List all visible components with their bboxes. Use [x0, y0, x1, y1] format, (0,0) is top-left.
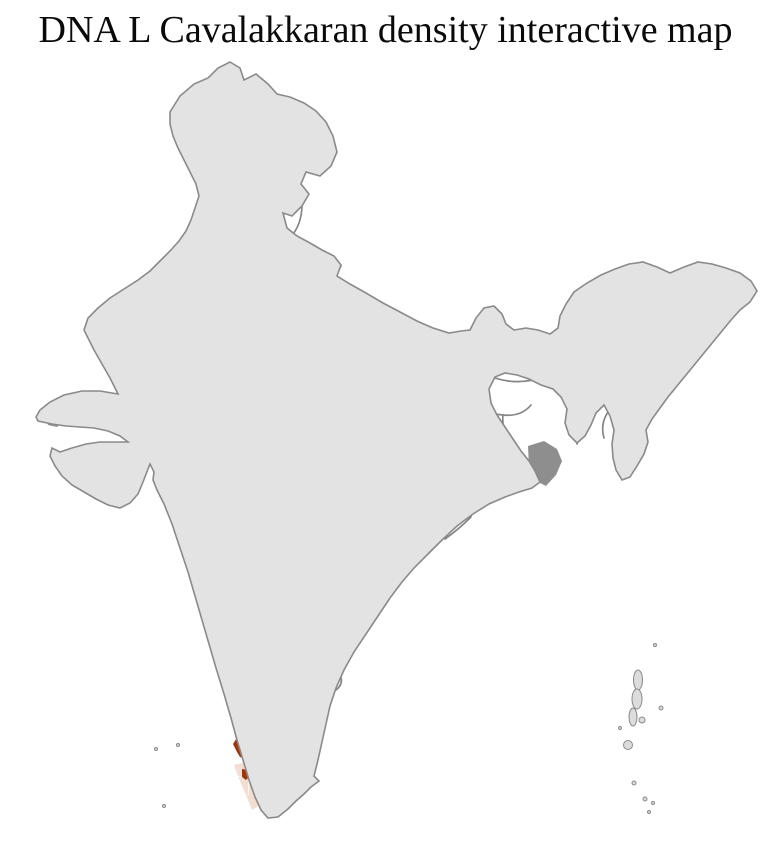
island-dot [647, 810, 651, 814]
island-dot [631, 780, 637, 786]
island-dot [154, 747, 158, 751]
island [623, 740, 633, 750]
island [638, 716, 646, 724]
island-dot [176, 743, 180, 747]
island-dot [162, 804, 166, 808]
island-dot [642, 796, 648, 802]
island [628, 707, 638, 727]
island-dot [651, 801, 655, 805]
page-title: DNA L Cavalakkaran density interactive m… [38, 9, 733, 51]
island-dot [618, 726, 622, 730]
island [631, 688, 643, 710]
island-dot [658, 705, 664, 711]
andaman-nicobar-islands[interactable] [618, 643, 664, 814]
island-dot [653, 643, 657, 647]
island [633, 669, 643, 691]
country-outline [35, 61, 758, 819]
lakshadweep-islands[interactable] [154, 743, 180, 808]
